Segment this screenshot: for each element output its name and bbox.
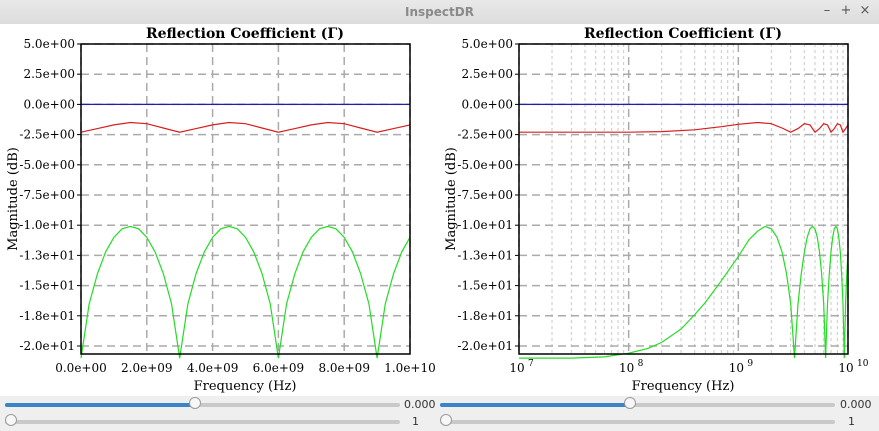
slider-track[interactable] [440,420,835,424]
slider-left-bottom[interactable] [5,414,400,429]
slider-track[interactable] [440,403,835,407]
slider-value: 0.000 [840,398,872,411]
y-tick-label: -1.5e+01 [19,279,75,293]
y-tick-label: -1.8e+01 [19,309,75,323]
plot-log: 5.0e+00 2.5e+00 0.0e+00 -2.5e+00 -5.0e+00 -7.… [444,26,869,394]
plot-frame [518,43,849,355]
plot-title: Reflection Coefficient (Γ) [584,26,782,42]
slider-right-top[interactable] [440,397,835,412]
y-axis-label: Magnitude (dB) [6,147,21,251]
y-tick-label: -1.0e+01 [19,218,75,232]
series-line-3 [80,225,411,359]
y-tick-label: 0.0e+00 [461,97,513,111]
y-tick-label: -1.8e+01 [457,309,513,323]
plots-canvas[interactable]: 5.0e+00 2.5e+00 0.0e+00 -2.5e+00 -5.0e+00 -7.… [0,24,879,396]
slider-fill [5,403,195,407]
x-tick-exponent: 8 [638,359,644,369]
y-tick-label: 2.5e+00 [461,67,513,81]
x-tick-label: 2.0e+09 [121,361,173,375]
plot-area: 5.0e+00 2.5e+00 0.0e+00 -2.5e+00 -5.0e+00 -7.… [0,24,879,396]
maximize-button[interactable]: + [840,3,852,18]
y-axis-label: Magnitude (dB) [444,147,459,251]
slider-right-bottom[interactable] [440,414,835,429]
slider-track[interactable] [5,420,400,424]
y-tick-label: -5.0e+00 [457,158,513,172]
series-line-2 [519,121,849,134]
y-tick-label: -2.5e+00 [19,128,75,142]
slider-value: 0.000 [404,398,436,411]
y-tick-label: -1.3e+01 [19,248,75,262]
window-title: InspectDR [405,5,474,19]
plot-linear: 5.0e+00 2.5e+00 0.0e+00 -2.5e+00 -5.0e+00 -7.… [6,26,436,394]
y-tick-label: 5.0e+00 [23,37,75,51]
y-tick-label: -2.5e+00 [457,128,513,142]
x-tick-label: 6.0e+09 [253,361,305,375]
y-tick-label: -7.5e+00 [457,188,513,202]
y-tick-label: -5.0e+00 [19,158,75,172]
x-tick-exponent: 9 [747,359,753,369]
x-tick-label: 0.0e+00 [55,361,107,375]
slider-value: 1 [848,415,855,428]
y-tick-label: 5.0e+00 [461,37,513,51]
slider-track[interactable] [5,403,400,407]
close-button[interactable]: × [859,3,871,18]
plot-title: Reflection Coefficient (Γ) [146,26,344,42]
x-tick-label: 4.0e+09 [187,361,239,375]
x-tick-label: 10 [509,361,524,375]
slider-left-top[interactable] [5,397,400,412]
y-tick-label: 0.0e+00 [23,97,75,111]
y-tick-label: -1.5e+01 [457,279,513,293]
y-tick-label: -7.5e+00 [19,188,75,202]
x-tick-label: 10 [729,361,744,375]
minimize-button[interactable]: – [823,3,831,18]
y-tick-label: -1.0e+01 [457,218,513,232]
slider-knob[interactable] [188,397,201,409]
x-tick-label: 10 [838,361,853,375]
slider-knob[interactable] [623,397,636,409]
y-tick-label: 2.5e+00 [23,67,75,81]
slider-knob[interactable] [440,414,452,426]
slider-knob[interactable] [5,414,17,426]
y-tick-label: -2.0e+01 [457,339,513,353]
x-axis-label: Frequency (Hz) [194,379,297,394]
series-line-2 [80,121,411,133]
slider-value: 1 [412,415,419,428]
series-line-3 [519,225,849,359]
plot-frame [80,43,411,355]
x-tick-label: 10 [619,361,634,375]
y-tick-label: -1.3e+01 [457,248,513,262]
title-bar: InspectDR – + × [0,0,879,25]
x-axis-label: Frequency (Hz) [632,379,735,394]
slider-fill [440,403,630,407]
x-tick-label: 1.0e+10 [384,361,436,375]
x-tick-label: 8.0e+09 [318,361,370,375]
x-tick-exponent: 10 [857,359,869,369]
x-tick-exponent: 7 [528,359,534,369]
y-tick-label: -2.0e+01 [19,339,75,353]
